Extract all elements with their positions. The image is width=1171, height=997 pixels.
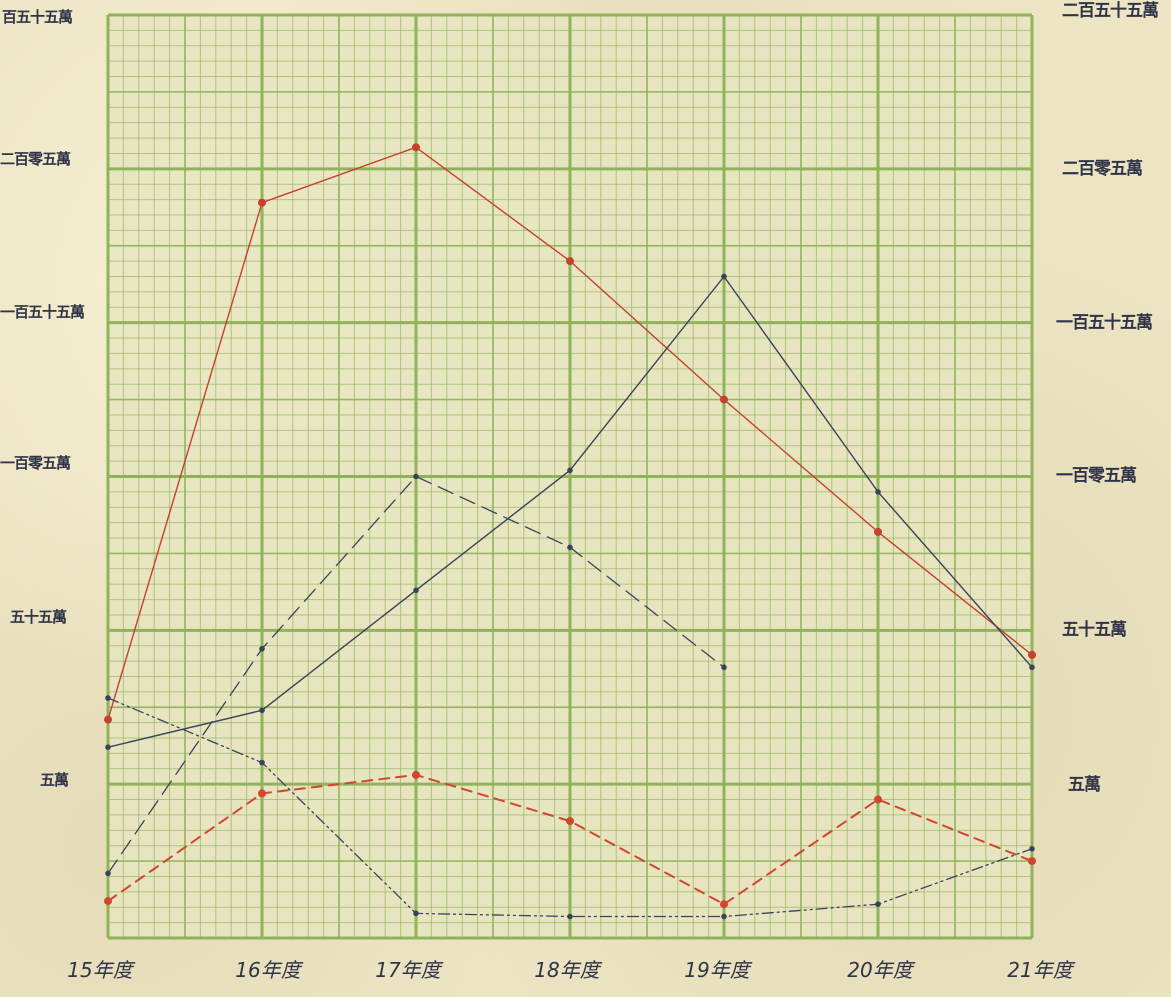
data-point [721, 913, 727, 920]
data-point [720, 900, 728, 909]
y-tick-label-left: 五十五萬 [10, 608, 67, 626]
y-tick-label-right: 二百五十五萬 [1062, 1, 1159, 21]
series-3 [105, 473, 727, 877]
data-point [720, 395, 728, 404]
y-tick-label-left: 一百零五萬 [0, 454, 71, 472]
y-tick-label-right: 五萬 [1068, 775, 1101, 795]
y-tick-label-right: 二百零五萬 [1062, 159, 1143, 179]
data-point [1029, 846, 1035, 852]
data-point [413, 910, 419, 917]
data-point [875, 489, 881, 495]
series-5 [104, 770, 1036, 909]
data-point [875, 901, 881, 907]
data-point [1029, 664, 1035, 671]
data-point [566, 817, 574, 826]
data-point [1028, 650, 1036, 659]
data-point [721, 664, 727, 671]
data-point [566, 257, 574, 266]
data-point [105, 744, 111, 750]
data-point [567, 544, 573, 551]
data-point [259, 646, 265, 652]
x-tick-label: 18年度 [534, 958, 600, 982]
y-tick-label-right: 一百五十五萬 [1056, 313, 1153, 333]
data-point [412, 770, 420, 779]
data-point [874, 527, 882, 536]
x-tick-label: 15年度 [67, 958, 133, 982]
x-tick-label: 16年度 [235, 958, 301, 982]
y-tick-label-left: 一百五十五萬 [0, 303, 85, 321]
data-point [1028, 857, 1036, 866]
y-tick-label-left: 五萬 [40, 771, 69, 789]
data-point [874, 795, 882, 804]
data-point [721, 273, 727, 280]
y-tick-label-right: 五十五萬 [1062, 620, 1127, 640]
x-tick-label: 17年度 [375, 958, 441, 982]
y-tick-label-left: 百五十五萬 [2, 8, 73, 26]
data-point [105, 695, 111, 701]
x-tick-label: 20年度 [847, 958, 913, 982]
data-point [105, 870, 111, 877]
data-point [104, 897, 112, 906]
series-1 [104, 143, 1036, 724]
x-tick-label: 19年度 [684, 958, 750, 982]
data-point [567, 467, 573, 474]
data-point [413, 587, 419, 594]
data-point [258, 789, 266, 798]
y-tick-label-left: 二百零五萬 [0, 150, 71, 168]
data-point [413, 473, 419, 480]
data-point [259, 759, 265, 766]
data-point [567, 913, 573, 920]
series-4 [105, 695, 1035, 920]
data-point [259, 707, 265, 714]
data-point [104, 715, 112, 724]
grid-major [106, 13, 1034, 940]
y-tick-label-right: 一百零五萬 [1056, 466, 1137, 486]
x-tick-label: 21年度 [1007, 958, 1073, 982]
data-point [412, 143, 420, 152]
series-2 [105, 273, 1035, 750]
data-point [258, 198, 266, 207]
